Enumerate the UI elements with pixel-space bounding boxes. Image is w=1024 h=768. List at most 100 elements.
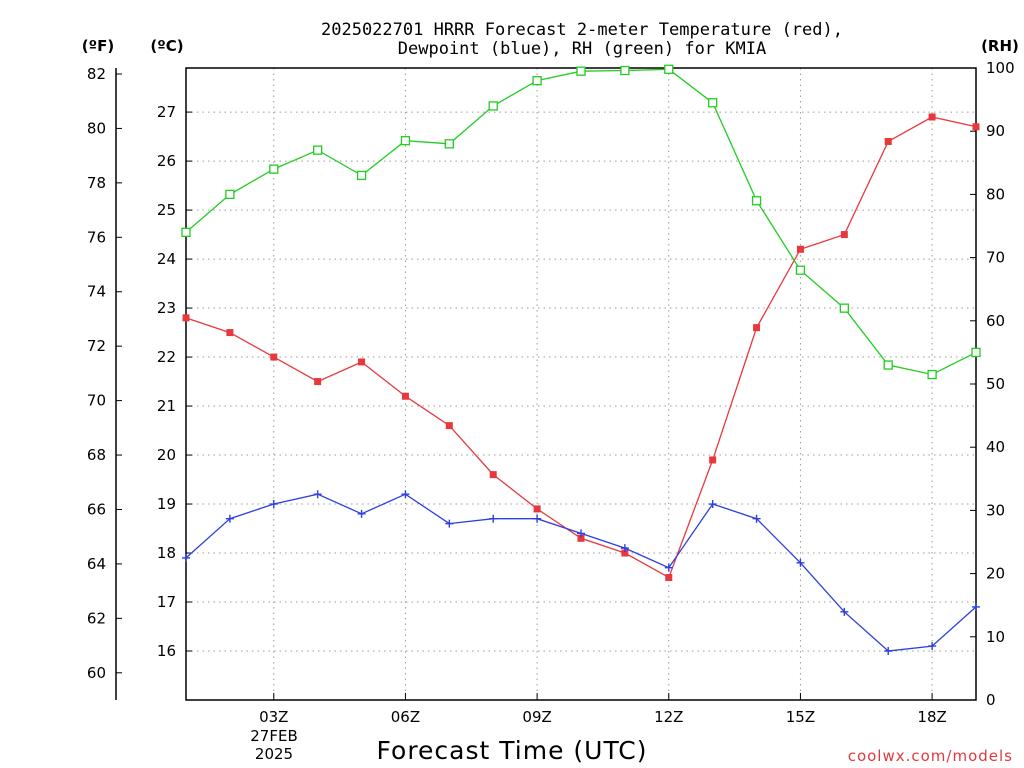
temperature-point — [972, 123, 980, 131]
dewpoint-point — [928, 642, 937, 651]
celsius-tick-label: 17 — [157, 593, 176, 611]
dewpoint-point — [182, 553, 190, 562]
rh-point — [620, 65, 630, 76]
dewpoint-point — [796, 558, 805, 567]
axis-ticks: 16 17 18 19 20 21 22 23 24 25 26 27 03Z 06Z 09Z 12Z 15Z 1… — [87, 59, 1015, 726]
source-credit: coolwx.com/models — [848, 747, 1013, 765]
temperature-point — [928, 113, 936, 121]
dewpoint-point — [269, 500, 278, 509]
dewpoint-point — [533, 514, 542, 523]
fahrenheit-tick-label: 82 — [87, 65, 106, 83]
celsius-tick-label: 18 — [157, 544, 176, 562]
fahrenheit-tick-label: 78 — [87, 174, 106, 192]
data-series — [181, 64, 981, 656]
dewpoint-point — [752, 514, 761, 523]
rh-point — [400, 136, 411, 146]
celsius-tick-label: 23 — [157, 299, 176, 317]
dewpoint-point — [401, 490, 410, 499]
temperature-point — [314, 378, 322, 386]
rh-tick-label: 80 — [986, 185, 1005, 203]
celsius-unit-label: (ºC) — [150, 37, 183, 55]
celsius-tick-label: 16 — [157, 642, 176, 660]
rh-point — [269, 164, 279, 174]
date-label-year: 2025 — [255, 745, 293, 763]
dewpoint-point — [620, 544, 629, 553]
temperature-point — [884, 137, 892, 145]
temperature-point — [182, 314, 190, 322]
fahrenheit-tick-label: 66 — [87, 500, 106, 518]
temperature-point — [489, 471, 497, 479]
celsius-tick-label: 21 — [157, 397, 176, 415]
rh-point — [751, 196, 762, 206]
rh-point — [839, 303, 849, 313]
dewpoint-point — [357, 509, 366, 518]
rh-tick-label: 20 — [986, 565, 1005, 583]
rh-point — [356, 170, 367, 181]
celsius-tick-label: 22 — [157, 348, 176, 366]
rh-point — [488, 101, 498, 111]
dewpoint-line — [185, 493, 977, 652]
plot-frame — [185, 67, 977, 701]
rh-tick-label: 10 — [986, 628, 1005, 646]
temperature-point — [577, 534, 585, 542]
x-tick-label: 06Z — [391, 708, 420, 726]
celsius-tick-label: 24 — [157, 250, 176, 268]
fahrenheit-tick-label: 76 — [87, 228, 106, 246]
x-tick-label: 03Z — [259, 708, 288, 726]
dewpoint-point — [225, 514, 234, 523]
rh-point — [576, 66, 586, 76]
rh-tick-label: 60 — [986, 312, 1005, 330]
rh-point — [225, 189, 235, 200]
dewpoint-point — [664, 563, 673, 572]
rh-point — [883, 360, 893, 370]
rh-point — [927, 369, 937, 380]
rh-point — [181, 227, 191, 237]
grid-lines — [186, 68, 976, 700]
temperature-point — [753, 324, 761, 332]
rh-tick-label: 70 — [986, 249, 1005, 267]
fahrenheit-tick-label: 70 — [87, 392, 106, 410]
temperature-point — [401, 392, 409, 400]
x-tick-label: 09Z — [522, 708, 551, 726]
rh-point — [664, 64, 674, 74]
chart-title-line-1: 2025022701 HRRR Forecast 2-meter Tempera… — [321, 20, 843, 40]
dewpoint-point — [577, 529, 585, 538]
rh-unit-label: (RH) — [981, 37, 1019, 55]
rh-tick-label: 50 — [986, 375, 1005, 393]
temperature-point — [358, 358, 366, 366]
fahrenheit-unit-label: (ºF) — [82, 37, 114, 55]
rh-line — [185, 68, 977, 376]
fahrenheit-tick-label: 80 — [87, 119, 106, 137]
temperature-point — [445, 422, 453, 430]
temperature-point — [796, 245, 804, 253]
celsius-tick-label: 27 — [157, 103, 176, 121]
temperature-point — [226, 329, 234, 337]
rh-tick-label: 0 — [986, 691, 996, 709]
x-tick-label: 12Z — [654, 708, 683, 726]
rh-point — [971, 347, 981, 358]
temperature-line — [185, 116, 977, 579]
temperature-point — [709, 456, 717, 464]
dewpoint-point — [840, 607, 849, 616]
dewpoint-point — [489, 514, 498, 523]
fahrenheit-tick-label: 74 — [87, 283, 106, 301]
rh-point — [795, 265, 806, 275]
rh-point — [444, 139, 454, 149]
celsius-tick-label: 20 — [157, 446, 176, 464]
dewpoint-point — [313, 490, 322, 499]
temperature-point — [840, 231, 848, 239]
celsius-tick-label: 25 — [157, 201, 176, 219]
temperature-point — [621, 549, 629, 557]
fahrenheit-tick-label: 72 — [87, 337, 106, 355]
rh-tick-label: 100 — [986, 59, 1015, 77]
fahrenheit-tick-label: 60 — [87, 664, 106, 682]
celsius-tick-label: 26 — [157, 152, 176, 170]
rh-point — [708, 98, 718, 108]
fahrenheit-tick-label: 68 — [87, 446, 106, 464]
chart-title-line-2: Dewpoint (blue), RH (green) for KMIA — [398, 39, 766, 59]
rh-point — [313, 145, 323, 155]
x-axis-title: Forecast Time (UTC) — [377, 736, 648, 765]
rh-point — [532, 75, 542, 86]
rh-tick-label: 90 — [986, 122, 1005, 140]
